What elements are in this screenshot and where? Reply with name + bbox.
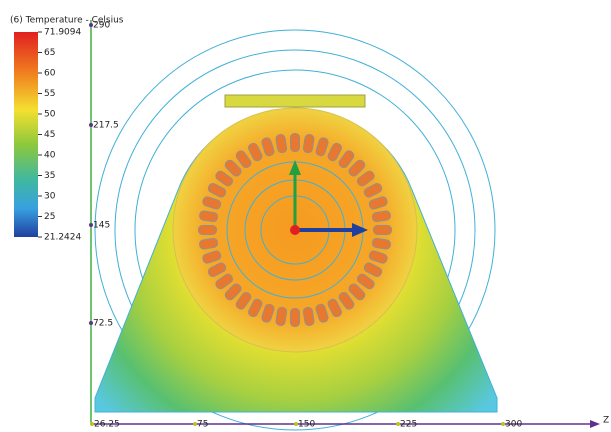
- slot: [291, 309, 300, 327]
- legend-label: 40: [44, 151, 56, 161]
- legend-label: 21.2424: [44, 233, 81, 243]
- horizontal-ruler-label: 225: [400, 420, 417, 430]
- slot: [291, 134, 300, 152]
- horizontal-ruler-label: 300: [505, 420, 522, 430]
- legend-label: 65: [44, 48, 55, 58]
- legend-label: 45: [44, 130, 55, 140]
- horizontal-ruler-label: 150: [298, 420, 315, 430]
- horizontal-ruler-label: 26.25: [94, 420, 120, 430]
- slot: [374, 226, 392, 235]
- vertical-ruler-label: 72.5: [93, 319, 113, 329]
- legend-label: 50: [44, 110, 56, 120]
- horizontal-ruler-label: 75: [197, 420, 208, 430]
- origin-dot: [290, 225, 300, 235]
- slot: [199, 226, 217, 235]
- legend-label: 25: [44, 212, 55, 222]
- legend-label: 55: [44, 89, 55, 99]
- vertical-ruler-label: 217.5: [93, 121, 119, 131]
- top-flange: [225, 95, 365, 107]
- axis-label: Z: [603, 416, 609, 426]
- viewport: (6) Temperature - Celsius Z 71.909465605…: [0, 0, 611, 432]
- legend-label: 60: [44, 69, 56, 79]
- legend-label: 35: [44, 171, 55, 181]
- legend-label: 30: [44, 192, 56, 202]
- vertical-ruler-label: 290: [93, 21, 110, 31]
- color-bar: [14, 32, 38, 237]
- vertical-ruler-label: 145: [93, 221, 110, 231]
- legend-label: 71.9094: [44, 28, 81, 38]
